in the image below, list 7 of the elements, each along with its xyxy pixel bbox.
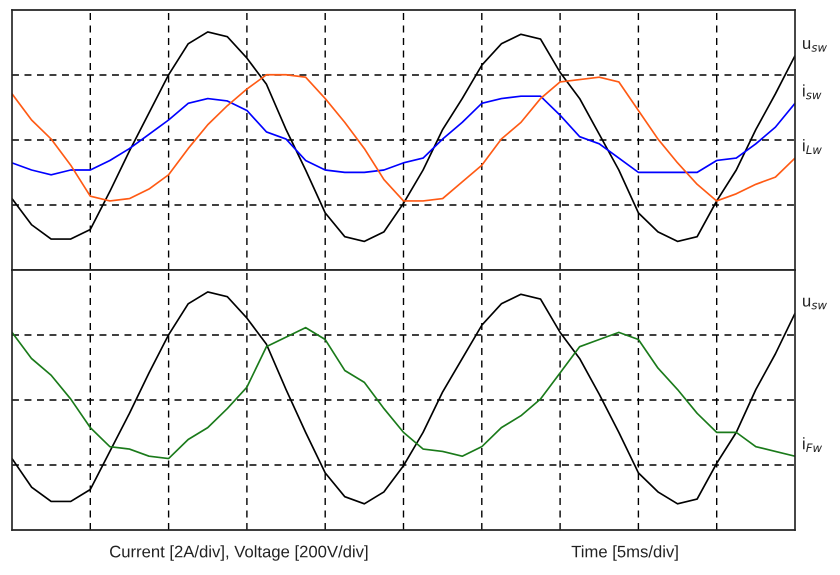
series-label: i$_{Fw}$ [803,437,822,452]
text: Current [2A/div], Voltage [200V/div] [110,545,368,561]
text: Time [5ms/div] [572,545,678,561]
series-label: u$_{sw}$ [803,40,828,52]
series-label: i$_{Lw}$ [803,139,822,154]
series-label: i$_{sw}$ [803,84,822,100]
series-label: u$_{sw}$ [803,298,828,310]
